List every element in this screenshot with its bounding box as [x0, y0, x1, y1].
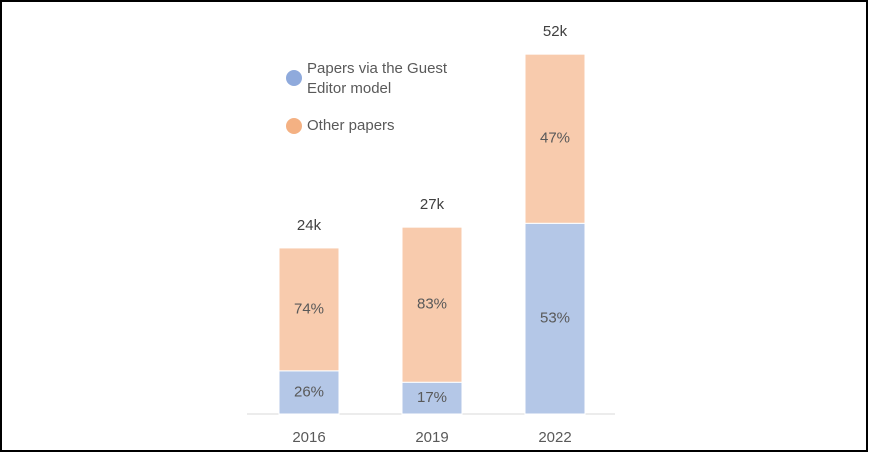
value-label: 17%	[417, 389, 447, 406]
value-label: 74%	[294, 300, 324, 317]
value-label: 53%	[540, 310, 570, 327]
bar-segment	[401, 381, 463, 415]
legend-marker	[286, 70, 302, 86]
legend-marker	[286, 118, 302, 134]
x-tick-label: 2022	[538, 429, 571, 446]
value-label: 83%	[417, 296, 447, 313]
total-label: 24k	[297, 217, 322, 234]
value-label: 26%	[294, 383, 324, 400]
legend-entry: Other papers	[307, 117, 395, 134]
bar-segment	[524, 222, 586, 415]
value-label: 47%	[540, 130, 570, 147]
x-tick-label: 2016	[292, 429, 325, 446]
bar-segment	[401, 226, 463, 383]
bar-segment	[524, 53, 586, 224]
legend-label: Papers via the Guest Editor model	[307, 60, 448, 97]
x-tick-label: 2019	[415, 429, 448, 446]
bar-segment	[278, 370, 340, 415]
legend-label: Other papers	[307, 117, 395, 134]
bar-segment	[278, 247, 340, 372]
total-label: 27k	[420, 196, 445, 213]
total-label: 52k	[543, 23, 568, 40]
legend-entry: Papers via the Guest Editor model	[307, 60, 448, 97]
